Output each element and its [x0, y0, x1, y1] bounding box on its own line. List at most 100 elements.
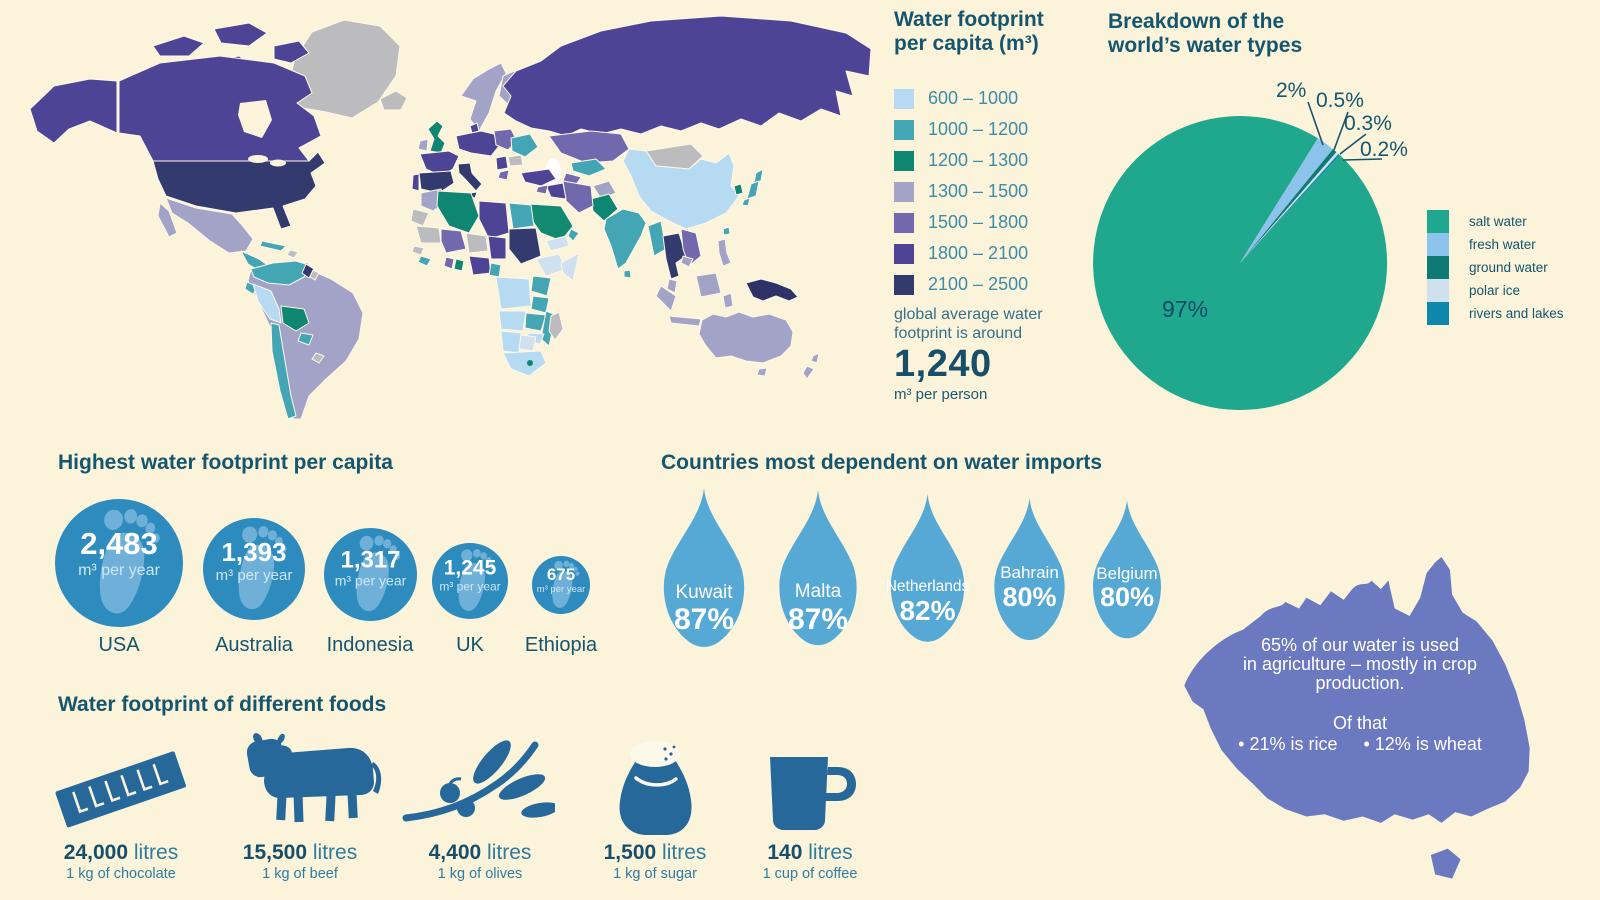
pie-legend-swatch — [1427, 302, 1449, 325]
legend-row: 2100 – 2500 — [894, 274, 1104, 295]
country-greenland — [285, 19, 401, 119]
country-nigeria — [468, 255, 492, 276]
legend-swatch — [894, 212, 914, 233]
legend-range-label: 1800 – 2100 — [928, 243, 1029, 263]
country-papua-new-guinea — [745, 278, 799, 302]
world-map — [29, 15, 872, 420]
drop-percentage: 87% — [787, 603, 849, 637]
pie-label-rivers: 0.2% — [1360, 138, 1408, 161]
footprint-value: 675 — [546, 565, 576, 585]
country-italy — [457, 162, 483, 192]
pie-slice-polar-ice — [1240, 152, 1339, 263]
pie-legend-swatch — [1427, 279, 1449, 302]
food-value-olives: 4,400 litres — [360, 841, 600, 865]
highest-footprint-title: Highest water footprint per capita — [58, 451, 393, 474]
pie-slice-labels: 2% 0.5% 0.3% 0.2% — [1276, 79, 1408, 161]
pie-legend-swatch — [1427, 256, 1449, 279]
pie-legend-row: fresh water — [1427, 233, 1564, 256]
drop-percentage: 87% — [673, 603, 735, 637]
drop-netherlands: Netherlands 82% — [880, 494, 975, 652]
pie-leader-lines — [1307, 101, 1383, 161]
footprint-unit: m³ per year — [536, 584, 586, 596]
foods-title: Water footprint of different foods — [58, 693, 387, 716]
legend-swatch — [894, 88, 914, 109]
australia-callout-text: 65% of our water is used in agriculture … — [1205, 636, 1515, 754]
food-unit: litres — [662, 841, 707, 864]
legend-swatch — [894, 119, 914, 140]
drop-percentage: 80% — [1002, 581, 1057, 612]
coffee-mug-icon — [770, 757, 856, 830]
pie-legend-swatch — [1427, 233, 1449, 256]
pie-legend-swatch — [1427, 210, 1449, 233]
legend-swatch — [894, 181, 914, 202]
food-unit: litres — [808, 841, 853, 864]
food-value: 4,400 — [428, 841, 482, 864]
footprint-unit: m³ per year — [78, 561, 160, 579]
water-types-pie-chart: 2% 0.5% 0.3% 0.2% 97% — [1093, 79, 1408, 411]
drop-country: Kuwait — [675, 581, 733, 603]
pie-legend-label: ground water — [1469, 260, 1548, 275]
note-line2: footprint is around — [894, 325, 1023, 342]
food-value-sugar: 1,500 litres — [535, 841, 775, 865]
country-spain — [418, 170, 455, 194]
global-average-note: global average water footprint is around — [894, 305, 1104, 343]
drop-country: Belgium — [1096, 563, 1158, 583]
footprint-value: 1,245 — [443, 556, 497, 580]
australia-line1: 65% of our water is used — [1260, 635, 1460, 655]
country-label-indonesia: Indonesia — [326, 634, 414, 656]
country-label-australia: Australia — [215, 634, 293, 656]
country-madagascar — [548, 311, 564, 341]
legend-range-label: 2100 – 2500 — [928, 274, 1029, 294]
australia-line3: production. — [1315, 673, 1405, 693]
food-unit: litres — [312, 841, 358, 864]
country-sudan — [508, 227, 542, 265]
footprint-unit: m³ per year — [215, 566, 293, 584]
water-drop-icon — [663, 488, 745, 647]
legend-swatch — [894, 274, 914, 295]
global-average-unit: m³ per person — [894, 386, 988, 403]
pie-legend-label: rivers and lakes — [1469, 306, 1564, 321]
food-caption-chocolate: 1 kg of chocolate — [66, 866, 176, 882]
global-average-value: 1,240 — [894, 343, 992, 385]
legend-row: 1800 – 2100 — [894, 243, 1104, 264]
cow-icon — [246, 733, 382, 823]
country-iceland — [379, 90, 408, 111]
footprint-value: 1,393 — [221, 537, 287, 568]
map-legend: Water footprint per capita (m³) 600 – 10… — [894, 8, 1104, 403]
pie-title-line2: world’s water types — [1108, 34, 1303, 57]
drop-malta: Malta 87% — [768, 490, 868, 656]
country-libya — [478, 200, 510, 240]
pie-title-line1: Breakdown of the — [1108, 10, 1285, 33]
food-value-beef: 15,500 litres — [180, 841, 420, 865]
pie-legend-row: polar ice — [1427, 279, 1564, 302]
pie-legend-label: polar ice — [1469, 283, 1521, 298]
food-caption-beef: 1 kg of beef — [262, 866, 338, 882]
country-egypt — [508, 202, 535, 230]
legend-range-label: 1200 – 1300 — [928, 150, 1029, 170]
country-drc — [495, 276, 532, 310]
water-drop-icon — [890, 494, 965, 642]
legend-row: 1500 – 1800 — [894, 212, 1104, 233]
footprint-circle-usa: 2,483 m³ per year — [55, 499, 183, 627]
footprint-circle-ethiopia: 675 m³ per year — [532, 556, 590, 614]
australia-bullet-wheat: • 12% is wheat — [1363, 734, 1482, 754]
pie-legend-row: salt water — [1427, 210, 1564, 233]
legend-swatch — [894, 150, 914, 171]
food-value: 24,000 — [63, 841, 129, 864]
food-value: 140 — [767, 841, 803, 864]
legend-range-label: 1300 – 1500 — [928, 181, 1029, 201]
country-thailand — [662, 232, 687, 280]
country-australia-map — [698, 311, 794, 364]
food-value: 15,500 — [242, 841, 308, 864]
footprint-value: 1,317 — [340, 545, 401, 573]
country-algeria — [436, 190, 480, 234]
footprint-unit: m³ per year — [334, 572, 407, 589]
pie-legend-row: ground water — [1427, 256, 1564, 279]
australia-subline: Of that — [1332, 713, 1388, 733]
country-indonesia — [655, 238, 734, 327]
map-legend-title-line2: per capita (m³) — [894, 32, 1039, 55]
drop-percentage: 80% — [1099, 582, 1155, 613]
food-value: 1,500 — [603, 841, 657, 864]
country-south-africa — [502, 350, 547, 377]
